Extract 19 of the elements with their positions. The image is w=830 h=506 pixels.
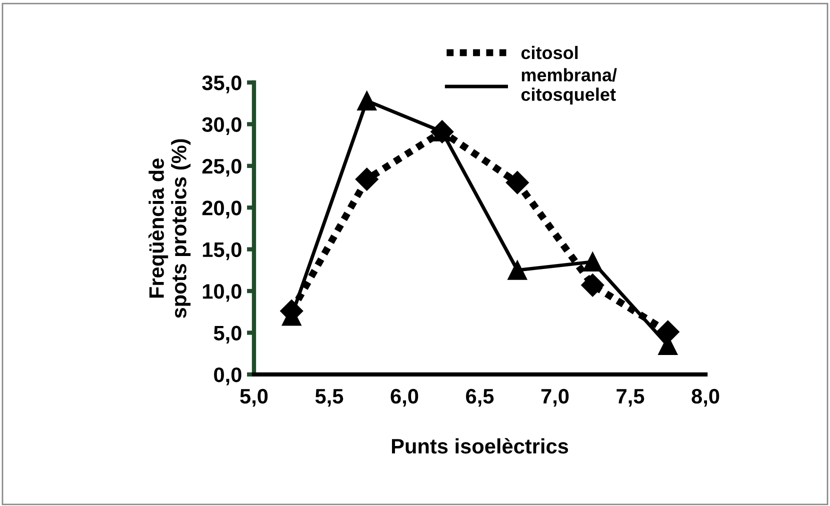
y-tick-label: 5,0 [214,326,242,344]
x-axis-title: Punts isoelèctrics [392,438,568,454]
x-tick-label: 5,0 [240,388,268,407]
x-tick-label: 6,0 [390,388,418,407]
x-tick-label: 7,5 [616,389,644,407]
x-tick-label: 5,5 [315,389,344,407]
x-tick-label: 7,0 [541,388,569,407]
legend-label: membrana/ citosquelet [521,68,617,104]
y-tick-label: 30,0 [202,117,242,135]
y-tick-label: 20,0 [202,200,242,218]
y-tick-label: 15,0 [202,242,242,260]
y-tick-label: 35,0 [202,75,242,94]
x-tick-label: 6,5 [466,388,494,407]
x-tick-label: 8,0 [692,388,720,407]
legend-label: citosol [521,46,578,60]
y-tick-label: 0,0 [214,367,242,386]
y-axis-title: Freqüència de spots proteics (%) [148,139,191,318]
y-tick-label: 10,0 [202,284,242,302]
y-tick-label: 25,0 [202,158,242,177]
